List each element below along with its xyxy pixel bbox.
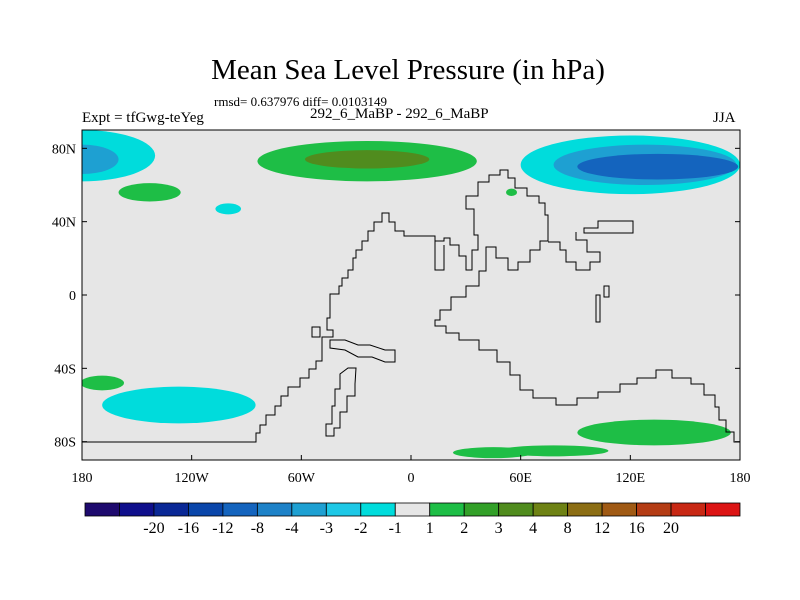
colorbar-swatch bbox=[636, 502, 672, 517]
colorbar-label: -3 bbox=[320, 520, 333, 537]
coastline-south-america bbox=[325, 367, 357, 437]
axis-layer: 180 120W 60W 0 60E 120E 180 80N 40N 0 40S 80S bbox=[52, 142, 751, 486]
season-label: JJA bbox=[713, 110, 736, 126]
colorbar-label: 8 bbox=[564, 520, 572, 537]
anomaly-south-pacific-low bbox=[102, 386, 256, 424]
colorbar-label: -16 bbox=[178, 520, 199, 537]
coastline-japan bbox=[583, 220, 634, 234]
colorbar-swatch bbox=[670, 502, 706, 517]
colorbar-swatch bbox=[84, 502, 120, 517]
x-tick-label: 180 bbox=[730, 471, 751, 486]
coastline-east-asia bbox=[548, 232, 601, 271]
anomaly-pacific-high-45n bbox=[118, 183, 181, 202]
y-tick-label: 80N bbox=[52, 142, 76, 157]
colorbar-label: -12 bbox=[212, 520, 233, 537]
stats-line: rmsd= 0.637976 diff= 0.0103149 bbox=[214, 94, 387, 109]
anomaly-southern-ocean-high-west bbox=[453, 447, 534, 459]
colorbar-swatch bbox=[705, 502, 741, 517]
colorbar-swatch bbox=[567, 502, 603, 517]
colorbar-swatch bbox=[153, 502, 189, 517]
colorbar-swatch bbox=[291, 502, 327, 517]
coastline-central-america bbox=[329, 339, 396, 363]
colorbar-label: 20 bbox=[663, 520, 679, 537]
y-tick-label: 40N bbox=[52, 216, 76, 231]
colorbar-swatch bbox=[532, 502, 569, 517]
colorbar-label: -8 bbox=[251, 520, 264, 537]
experiment-label: Expt = tfGwg-teYeg bbox=[82, 110, 204, 126]
x-tick-label: 0 bbox=[408, 471, 415, 486]
colorbar-label: 12 bbox=[594, 520, 610, 537]
colorbar-swatch bbox=[360, 502, 396, 517]
colorbar-label: 16 bbox=[629, 520, 645, 537]
anomaly-south-pacific-high-50s bbox=[82, 375, 125, 391]
colorbar: -20 -16 -12 -8 -4 -3 -2 -1 1 2 3 4 8 12 16 20 bbox=[84, 502, 741, 537]
anomaly-north-asia-low-core bbox=[577, 153, 739, 180]
y-tick-label: 40S bbox=[54, 362, 76, 377]
anomaly-small-low-50n bbox=[215, 203, 242, 215]
x-tick-label: 180 bbox=[72, 471, 93, 486]
chart-title: Mean Sea Level Pressure (in hPa) bbox=[211, 54, 605, 86]
colorbar-label: 4 bbox=[529, 520, 537, 537]
y-tick-label: 80S bbox=[54, 436, 76, 451]
colorbar-swatch bbox=[463, 502, 500, 517]
x-tick-label: 60W bbox=[288, 471, 316, 486]
colorbar-swatch bbox=[498, 502, 534, 517]
coastline-greenland bbox=[434, 236, 445, 271]
anomaly-north-pacific-west-low-core bbox=[82, 144, 119, 174]
anomaly-southern-ocean-high-east bbox=[577, 419, 731, 446]
x-tick-label: 120E bbox=[616, 471, 646, 486]
colorbar-swatch bbox=[188, 502, 224, 517]
colorbar-label: -4 bbox=[285, 520, 298, 537]
coastline-layer bbox=[82, 169, 740, 443]
anomaly-caspian-high bbox=[506, 188, 518, 196]
coastline-americas bbox=[82, 169, 740, 443]
colorbar-label: -2 bbox=[354, 520, 367, 537]
colorbar-label: 2 bbox=[460, 520, 468, 537]
colorbar-label: 3 bbox=[495, 520, 503, 537]
colorbar-swatch bbox=[256, 502, 293, 517]
colorbar-swatch bbox=[394, 502, 431, 517]
colorbar-swatch bbox=[222, 502, 258, 517]
coastline-island-1 bbox=[311, 326, 321, 338]
colorbar-swatch bbox=[429, 502, 465, 517]
x-tick-label: 60E bbox=[509, 471, 532, 486]
colorbar-swatch bbox=[119, 502, 155, 517]
anomaly-arctic-atlantic-high-core bbox=[304, 150, 430, 169]
colorbar-label: -1 bbox=[389, 520, 402, 537]
colorbar-label: 1 bbox=[426, 520, 434, 537]
x-tick-label: 120W bbox=[175, 471, 210, 486]
anomaly-layer bbox=[82, 130, 740, 459]
y-tick-label: 0 bbox=[69, 289, 76, 304]
colorbar-swatch bbox=[601, 502, 637, 517]
colorbar-swatch bbox=[325, 502, 362, 517]
coastline-islands-se bbox=[595, 285, 610, 323]
subtitle-label: 292_6_MaBP - 292_6_MaBP bbox=[310, 106, 489, 122]
colorbar-label: -20 bbox=[143, 520, 164, 537]
